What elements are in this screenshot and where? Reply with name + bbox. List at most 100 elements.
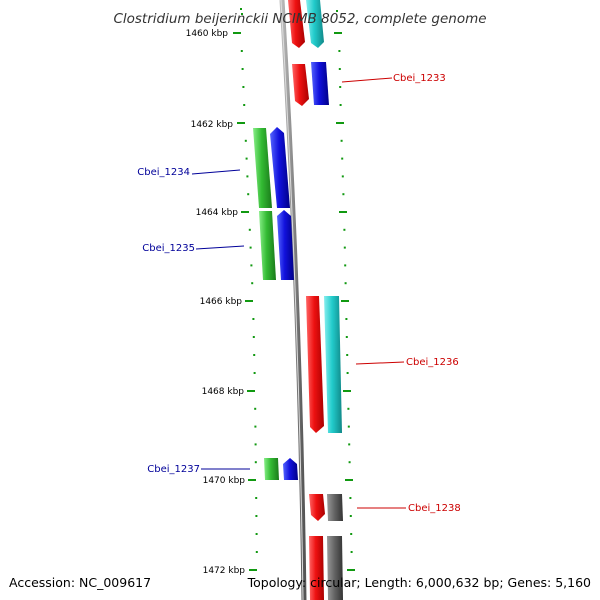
genome-backbone-highlight <box>280 0 304 600</box>
feature-red-top <box>288 0 305 48</box>
minor-tick-top <box>336 10 338 12</box>
major-tick-right-1464 <box>339 211 347 213</box>
gene-cbei-1237-feature <box>264 458 279 480</box>
tick-label-1468: 1468 kbp <box>202 387 245 397</box>
minor-tick-r <box>343 246 346 249</box>
axis-tick-dots <box>233 8 355 571</box>
minor-tick-r <box>345 336 348 338</box>
major-tick-right-1462 <box>336 122 344 124</box>
minor-tick-r <box>348 443 351 446</box>
minor-tick-r <box>339 104 342 106</box>
minor-tick-l <box>255 497 258 499</box>
genome-summary-text: Topology: circular; Length: 6,000,632 bp… <box>247 575 591 590</box>
minor-tick-l <box>254 443 257 446</box>
minor-tick-l <box>253 354 256 356</box>
minor-tick-l <box>250 264 253 267</box>
major-tick-right-1472 <box>347 569 355 571</box>
accession-text: Accession: NC_009617 <box>9 575 151 590</box>
major-tick-1470 <box>248 479 256 481</box>
minor-tick-top <box>240 8 242 10</box>
minor-tick-l <box>254 407 257 410</box>
gene-leader-lines <box>191 77 406 509</box>
gene-cbei-1235-feature <box>259 211 276 280</box>
minor-tick-l <box>252 336 255 338</box>
feature-red-bottom <box>309 536 324 600</box>
minor-tick-l <box>241 68 244 70</box>
map-title: Clostridium beijerinckii NCIMB 8052, com… <box>113 11 486 27</box>
major-tick-right-1460 <box>334 32 342 34</box>
gene-cbei-1236-feature <box>324 296 342 433</box>
minor-tick-l <box>246 175 249 178</box>
minor-tick-r <box>341 175 344 178</box>
minor-tick-r <box>342 193 345 196</box>
major-tick-1472 <box>249 569 257 571</box>
minor-tick-l <box>244 139 247 142</box>
minor-tick-r <box>345 318 348 320</box>
gene-cbei-1234-cds <box>270 127 290 208</box>
genome-backbone <box>279 0 307 600</box>
gene-cbei-1236-cds <box>306 296 324 433</box>
minor-tick-r <box>347 407 350 410</box>
minor-tick-l <box>248 228 251 231</box>
major-tick-1464 <box>241 211 249 213</box>
tick-label-1472: 1472 kbp <box>203 566 246 576</box>
minor-tick-l <box>255 551 258 553</box>
gene-cbei-1238-feature <box>327 494 343 521</box>
gene-cbei-1234-feature <box>253 128 272 208</box>
minor-tick-l <box>254 425 257 428</box>
tick-label-1470: 1470 kbp <box>203 476 246 486</box>
gene-cbei-1233-cds <box>292 64 309 106</box>
minor-tick-l <box>254 461 257 464</box>
minor-tick-r <box>349 515 352 517</box>
leader-cbei-1233 <box>341 77 393 83</box>
gene-cbei-1233-feature <box>311 62 329 105</box>
minor-tick-l <box>255 533 258 535</box>
minor-tick-r <box>349 497 352 499</box>
minor-tick-l <box>252 318 255 320</box>
gene-label-cbei-1235[interactable]: Cbei_1235 <box>142 243 195 254</box>
gene-cbei-1237-cds <box>283 458 298 480</box>
minor-tick-l <box>251 282 254 285</box>
minor-tick-l <box>253 372 256 374</box>
minor-tick-r <box>338 50 341 52</box>
gene-label-cbei-1236[interactable]: Cbei_1236 <box>406 357 459 368</box>
minor-tick-l <box>243 104 246 106</box>
tick-label-1464: 1464 kbp <box>196 208 239 218</box>
major-tick-1462 <box>237 122 245 124</box>
axis-labels: 1460 kbp 1462 kbp 1464 kbp 1466 kbp 1468… <box>186 29 246 576</box>
minor-tick-l <box>255 515 258 517</box>
minor-tick-r <box>343 228 346 231</box>
minor-tick-r <box>344 264 347 267</box>
minor-tick-l <box>247 193 250 196</box>
tick-label-1466: 1466 kbp <box>200 297 243 307</box>
gene-cbei-1235-cds <box>277 210 294 280</box>
gene-cbei-1238-cds <box>309 494 325 521</box>
feature-gray-bottom <box>327 536 343 600</box>
minor-tick-r <box>347 425 350 428</box>
gene-label-cbei-1234[interactable]: Cbei_1234 <box>137 167 190 178</box>
minor-tick-r <box>344 282 347 285</box>
tick-label-1462: 1462 kbp <box>191 120 234 130</box>
minor-tick-r <box>341 157 344 160</box>
minor-tick-l <box>245 157 248 160</box>
minor-tick-r <box>339 86 342 88</box>
minor-tick-r <box>340 139 343 142</box>
gene-label-cbei-1237[interactable]: Cbei_1237 <box>147 464 200 475</box>
minor-tick-r <box>348 461 351 464</box>
minor-tick-r <box>350 551 353 553</box>
leader-cbei-1235 <box>195 245 245 250</box>
minor-tick-l <box>242 86 245 88</box>
minor-tick-r <box>338 68 341 70</box>
minor-tick-r <box>346 354 349 356</box>
major-tick-right-1468 <box>343 390 351 392</box>
major-tick-1460 <box>233 32 241 34</box>
gene-label-cbei-1238[interactable]: Cbei_1238 <box>408 503 461 514</box>
minor-tick-r <box>346 372 349 374</box>
minor-tick-l <box>240 50 243 52</box>
leader-cbei-1234 <box>191 169 241 175</box>
gene-label-cbei-1233[interactable]: Cbei_1233 <box>393 73 446 84</box>
major-tick-right-1466 <box>341 300 349 302</box>
gene-labels: Cbei_1233 Cbei_1234 Cbei_1235 Cbei_1236 … <box>137 73 460 514</box>
major-tick-1466 <box>245 300 253 302</box>
